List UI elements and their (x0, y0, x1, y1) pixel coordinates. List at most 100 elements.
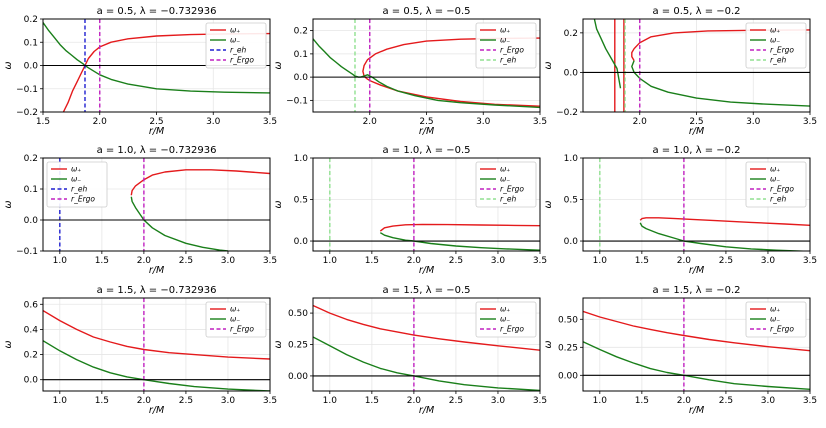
legend-label: ω₊ (770, 305, 780, 314)
y-tick-label: −0.1 (16, 247, 38, 257)
x-tick-label: 1.0 (53, 396, 68, 406)
axes-frame (582, 157, 811, 252)
series---line (639, 217, 810, 226)
x-tick-label: 3.5 (803, 256, 817, 266)
y-tick-label: 0.0 (24, 62, 39, 72)
plot-area (313, 158, 540, 251)
series---line (639, 222, 810, 251)
series---line (583, 310, 810, 352)
legend-label: ω₋ (500, 36, 510, 45)
y-tick-label: 0.50 (558, 315, 578, 325)
legend-label: r_Ergo (770, 325, 794, 334)
x-axis-label: r/M (419, 126, 434, 137)
subplot-title: a = 0.5, λ = −0.5 (382, 6, 470, 17)
x-tick-label: 2.5 (449, 396, 463, 406)
legend: ω₊ω₋r_ehr_Ergo (46, 161, 108, 208)
x-tick-label: 2.5 (179, 396, 193, 406)
x-axis-label: r/M (689, 265, 704, 276)
x-tick-label: 2.5 (689, 117, 703, 127)
subplot-8: 1.0 1.5 2.0 2.5 3.0 3.5 0.00 0.25 0.50 a = 1.5, λ… (273, 285, 547, 416)
x-tick-label: 2.0 (677, 396, 692, 406)
series---line (43, 309, 270, 360)
x-tick-label: 2.0 (363, 117, 378, 127)
subplot-1: 1.5 2.0 2.5 3.0 3.5 −0.2 −0.1 0.0 0.1 0.2 a = 0.5,… (3, 6, 277, 137)
legend: ω₊ω₋r_Ergo (745, 301, 807, 338)
y-tick-label: −0.1 (16, 85, 38, 95)
series---line (583, 341, 810, 390)
y-axis-label: ω (543, 340, 554, 348)
legend-label: ω₋ (770, 36, 780, 45)
subplot-title: a = 1.0, λ = −0.2 (652, 145, 740, 156)
subplot-5: 1.0 1.5 2.0 2.5 3.0 3.5 0.0 0.5 1.0 a = 1.0, λ = … (273, 145, 547, 276)
y-tick-label: 0.2 (24, 351, 38, 361)
x-tick-label: 3.5 (803, 117, 817, 127)
legend-label: ω₋ (230, 315, 240, 324)
legend-label: r_eh (770, 195, 786, 204)
legend-label: r_Ergo (500, 46, 524, 55)
series-extra-1-line (365, 77, 540, 107)
subplot-title: a = 0.5, λ = −0.732936 (97, 6, 217, 17)
x-tick-label: 1.5 (36, 117, 50, 127)
legend-label: r_Ergo (71, 195, 95, 204)
x-tick-label: 3.0 (746, 117, 761, 127)
series-extra-2-line (631, 29, 810, 61)
x-tick-label: 3.0 (491, 256, 506, 266)
y-tick-label: 0.2 (24, 154, 38, 164)
axes-frame (42, 297, 271, 392)
x-tick-label: 2.5 (419, 117, 433, 127)
x-tick-label: 3.0 (221, 256, 236, 266)
y-tick-label: 0.2 (24, 15, 38, 25)
subplot-title: a = 1.0, λ = −0.5 (382, 145, 470, 156)
x-tick-label: 1.5 (365, 256, 379, 266)
x-tick-label: 3.5 (263, 396, 277, 406)
legend-label: ω₋ (500, 175, 510, 184)
y-tick-label: 0.5 (294, 196, 308, 206)
subplot-title: a = 1.5, λ = −0.732936 (97, 285, 217, 296)
legend-box (475, 161, 537, 208)
legend-label: r_Ergo (500, 325, 524, 334)
plot-area (43, 298, 270, 391)
x-tick-label: 2.5 (719, 256, 733, 266)
x-tick-label: 2.0 (407, 256, 422, 266)
y-tick-label: 0.0 (564, 237, 579, 247)
subplot-title: a = 1.0, λ = −0.732936 (97, 145, 217, 156)
y-tick-label: 0.50 (288, 309, 308, 319)
x-tick-label: 3.0 (476, 117, 491, 127)
series---line (313, 304, 540, 351)
x-tick-label: 1.0 (323, 256, 338, 266)
legend-box (475, 301, 537, 338)
series---line (362, 37, 540, 79)
legend-label: ω₊ (770, 26, 780, 35)
y-tick-label: 0.00 (558, 371, 578, 381)
legend: ω₊ω₋r_ehr_Ergo (205, 22, 267, 69)
y-tick-label: 0.5 (564, 196, 578, 206)
legend-box (46, 161, 108, 208)
legend-label: ω₊ (500, 26, 510, 35)
plot-area (313, 19, 540, 112)
series---line (379, 223, 540, 232)
legend-label: r_eh (71, 185, 87, 194)
y-tick-label: 0.2 (564, 29, 578, 39)
x-tick-label: 3.5 (533, 256, 547, 266)
x-tick-label: 2.5 (719, 396, 733, 406)
series---line (130, 169, 270, 196)
series---line (43, 340, 270, 391)
y-axis-label: ω (273, 340, 284, 348)
series---line (379, 232, 540, 251)
subplot-title: a = 1.5, λ = −0.2 (652, 285, 740, 296)
x-tick-label: 3.0 (221, 396, 236, 406)
y-axis-label: ω (3, 340, 14, 348)
subplot-6: 1.0 1.5 2.0 2.5 3.0 3.5 0.0 0.5 1.0 a = 1.0, λ = … (543, 145, 817, 276)
subplot-2: 2.0 2.5 3.0 3.5 −0.1 0.0 0.1 0.2 a = 0.5, λ = −0… (273, 6, 547, 137)
legend-label: r_eh (500, 195, 516, 204)
x-tick-label: 2.5 (179, 256, 193, 266)
x-tick-label: 2.5 (449, 256, 463, 266)
subplot-title: a = 1.5, λ = −0.5 (382, 285, 470, 296)
legend-label: ω₊ (71, 165, 81, 174)
x-axis-label: r/M (419, 405, 434, 416)
legend-label: r_eh (500, 56, 516, 65)
